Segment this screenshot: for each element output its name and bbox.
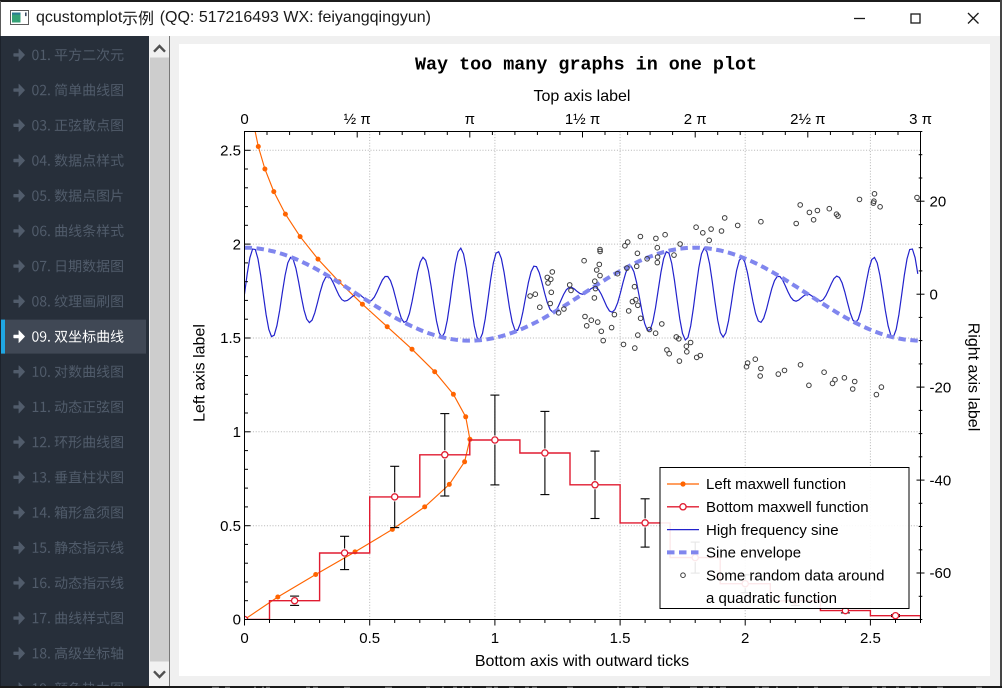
- svg-text:2½ π: 2½ π: [790, 111, 825, 128]
- svg-text:0: 0: [240, 630, 248, 647]
- svg-text:2.5: 2.5: [220, 143, 241, 160]
- svg-text:Left maxwell function: Left maxwell function: [706, 476, 846, 493]
- svg-text:Bottom axis with outward ticks: Bottom axis with outward ticks: [475, 653, 689, 670]
- svg-text:2.5: 2.5: [860, 630, 881, 647]
- svg-text:π: π: [465, 111, 475, 128]
- svg-text:1: 1: [491, 630, 499, 647]
- svg-text:-40: -40: [930, 472, 952, 489]
- svg-text:0.5: 0.5: [220, 518, 241, 535]
- svg-text:½ π: ½ π: [344, 111, 371, 128]
- svg-text:2: 2: [233, 236, 241, 253]
- svg-text:a quadratic function: a quadratic function: [706, 590, 837, 607]
- svg-text:0: 0: [240, 111, 248, 128]
- svg-text:2 π: 2 π: [684, 111, 707, 128]
- svg-text:-20: -20: [930, 379, 952, 396]
- svg-text:1.5: 1.5: [610, 630, 631, 647]
- svg-text:Sine envelope: Sine envelope: [706, 545, 801, 562]
- svg-text:Left axis label: Left axis label: [192, 324, 209, 422]
- svg-text:0.5: 0.5: [359, 630, 380, 647]
- svg-text:Bottom maxwell function: Bottom maxwell function: [706, 499, 869, 516]
- svg-text:20: 20: [930, 193, 947, 210]
- svg-text:1: 1: [233, 424, 241, 441]
- svg-text:Some random data around: Some random data around: [706, 567, 884, 584]
- svg-text:High frequency sine: High frequency sine: [706, 522, 839, 539]
- svg-text:1.5: 1.5: [220, 330, 241, 347]
- svg-text:0: 0: [233, 612, 241, 629]
- svg-text:2: 2: [741, 630, 749, 647]
- svg-text:0: 0: [930, 286, 938, 303]
- svg-text:1½ π: 1½ π: [565, 111, 600, 128]
- svg-text:3 π: 3 π: [909, 111, 932, 128]
- svg-text:Top axis label: Top axis label: [534, 88, 631, 105]
- svg-text:Way too many graphs in one plo: Way too many graphs in one plot: [415, 55, 757, 76]
- svg-text:Right axis label: Right axis label: [965, 323, 982, 432]
- svg-text:-60: -60: [930, 565, 952, 582]
